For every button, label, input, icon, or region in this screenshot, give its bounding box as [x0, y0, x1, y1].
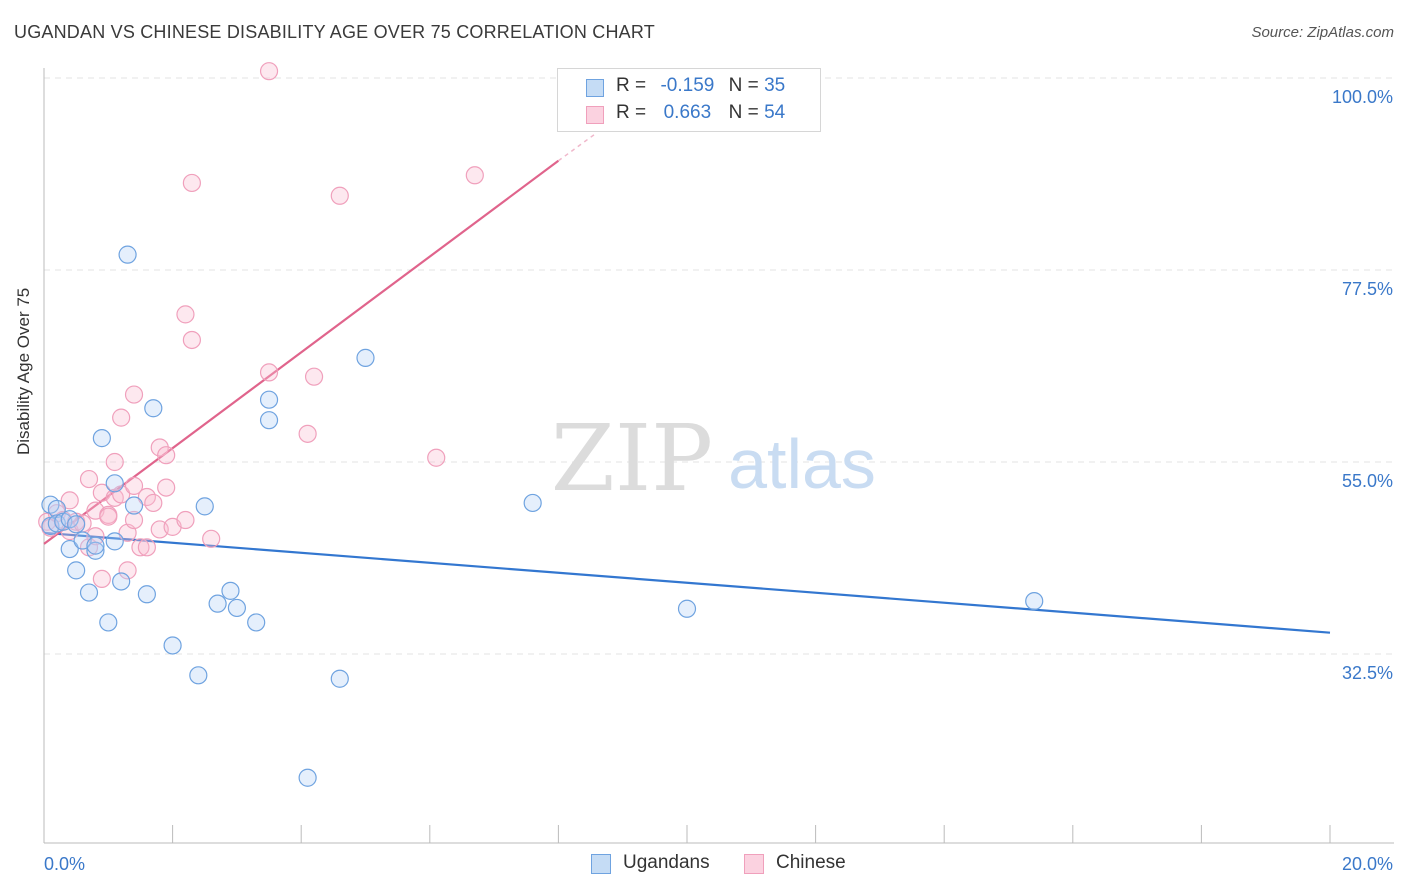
chinese-trend-line	[43, 159, 560, 545]
chinese-point	[330, 186, 349, 205]
legend-n-label: N =	[728, 102, 759, 123]
legend-r-label: R =	[616, 75, 647, 96]
ugandan-point	[208, 594, 227, 613]
chinese-point	[182, 173, 201, 193]
bottom-legend-swatch-ugandans	[591, 854, 611, 874]
ugandan-point	[86, 541, 105, 560]
ugandan-point	[523, 493, 542, 513]
ugandan-point	[163, 636, 182, 655]
chinese-point	[259, 363, 279, 382]
y-tick-labels: 32.5% 55.0% 77.5% 100.0%	[1332, 87, 1393, 683]
chinese-point	[259, 62, 279, 81]
ugandan-point	[118, 245, 137, 264]
x-tick-label: 20.0%	[1342, 854, 1393, 874]
chinese-trend-extension	[557, 132, 598, 162]
legend-n-label: N =	[728, 75, 759, 96]
correlation-legend: R = -0.159 N = 35 R = 0.663 N = 54	[557, 68, 821, 132]
chinese-point	[60, 491, 79, 510]
ugandan-point	[330, 669, 349, 688]
chinese-point	[202, 529, 221, 548]
ugandan-point	[227, 598, 246, 618]
legend-swatch-ugandans	[586, 79, 604, 97]
chinese-point	[427, 448, 446, 467]
y-tick-label: 77.5%	[1342, 279, 1393, 299]
chinese-point	[137, 538, 156, 557]
chinese-point	[157, 478, 176, 497]
y-tick-label: 32.5%	[1342, 663, 1393, 683]
legend-r-value: 0.663	[663, 102, 712, 123]
grid-lines	[44, 77, 1394, 655]
chinese-point	[176, 305, 195, 324]
ugandan-point	[137, 585, 156, 604]
bottom-legend-label-chinese: Chinese	[776, 852, 846, 873]
trend-lines	[43, 132, 1331, 634]
ugandan-point	[247, 613, 266, 632]
chinese-point	[124, 385, 144, 404]
watermark-atlas: atlas	[728, 425, 876, 503]
chinese-point	[157, 446, 176, 465]
chinese-point	[124, 510, 144, 530]
ugandan-point	[144, 399, 163, 418]
ugandan-point	[298, 768, 317, 787]
ugandan-point	[79, 583, 99, 602]
ugandan-point	[259, 390, 279, 409]
x-tick-labels: 0.0% 20.0%	[44, 854, 1393, 874]
chart-title: UGANDAN VS CHINESE DISABILITY AGE OVER 7…	[14, 22, 655, 42]
data-points	[38, 62, 1044, 787]
watermark-zip: ZIP	[551, 405, 713, 512]
ugandan-point	[105, 474, 124, 493]
ugandan-point	[60, 539, 79, 559]
chinese-point	[112, 485, 131, 504]
legend-r-label: R =	[616, 102, 647, 123]
chinese-point	[131, 538, 150, 557]
ugandan-point	[86, 536, 105, 555]
chinese-point	[79, 469, 99, 489]
chinese-point	[176, 510, 195, 530]
x-tick-label: 0.0%	[44, 854, 85, 874]
ugandan-point	[195, 497, 214, 516]
legend-swatch-chinese	[586, 106, 604, 124]
legend-n-value: 35	[764, 75, 786, 96]
ugandan-point	[259, 411, 279, 430]
ugandan-point	[105, 532, 124, 551]
chinese-point	[112, 408, 131, 427]
chinese-point	[298, 424, 317, 443]
ugandan-point	[189, 666, 208, 685]
ugandan-point	[67, 561, 86, 580]
chinese-point	[124, 476, 144, 495]
ugandan-point	[99, 613, 118, 632]
ugandans-trend-line	[43, 531, 1331, 634]
ugandan-point	[112, 572, 131, 591]
chinese-point	[304, 367, 324, 386]
ugandan-point	[67, 515, 86, 534]
ugandan-point	[221, 581, 240, 600]
chinese-point	[92, 569, 111, 589]
chinese-point	[118, 561, 137, 580]
ugandan-point	[124, 496, 144, 515]
ugandan-point	[356, 348, 375, 367]
chinese-point	[144, 493, 163, 513]
bottom-legend-swatch-chinese	[744, 854, 764, 874]
legend-n-value: 54	[764, 102, 786, 123]
watermark: ZIP atlas	[551, 405, 876, 512]
ugandan-point	[92, 429, 111, 448]
ugandan-point	[1025, 591, 1044, 611]
chinese-point	[182, 330, 201, 350]
chinese-point	[105, 452, 124, 472]
chinese-point	[99, 507, 118, 526]
bottom-legend-label-ugandans: Ugandans	[623, 852, 710, 873]
y-axis-label: Disability Age Over 75	[14, 287, 33, 455]
chart-source: Source: ZipAtlas.com	[1251, 24, 1394, 41]
chinese-point	[465, 166, 484, 185]
ugandan-point	[677, 599, 697, 618]
y-tick-label: 100.0%	[1332, 87, 1393, 107]
legend-r-value: -0.159	[660, 75, 715, 96]
axes	[43, 68, 1394, 844]
y-tick-label: 55.0%	[1342, 471, 1393, 491]
